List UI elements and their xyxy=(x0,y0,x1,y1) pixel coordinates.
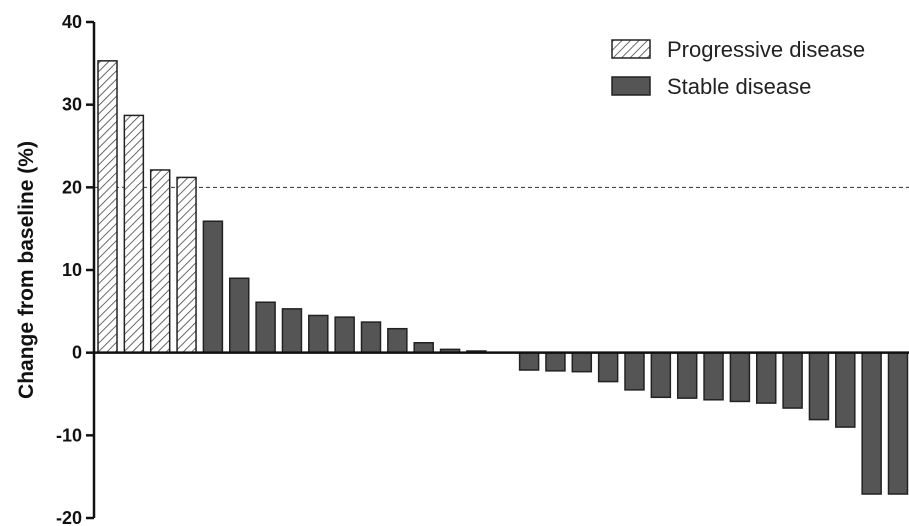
y-tick-label: -20 xyxy=(56,508,82,526)
bar-stable-disease xyxy=(756,351,777,404)
bar-stable-disease xyxy=(281,308,303,354)
bar-stable-disease xyxy=(650,351,672,399)
y-tick-label: 40 xyxy=(62,12,82,32)
bar-progressive-disease xyxy=(97,60,118,354)
bar-stable-disease xyxy=(571,351,593,373)
bar-stable-disease xyxy=(835,351,856,428)
bar-stable-disease xyxy=(703,351,724,401)
bar-stable-disease xyxy=(202,220,224,354)
bar-progressive-disease xyxy=(149,169,171,354)
bar-stable-disease xyxy=(413,341,434,354)
bar-stable-disease xyxy=(545,351,566,372)
bar-stable-disease xyxy=(387,327,408,354)
bar-stable-disease xyxy=(229,277,250,354)
bar-stable-disease xyxy=(887,351,909,495)
y-tick-label: 30 xyxy=(62,95,82,115)
y-tick-label: 20 xyxy=(62,177,82,197)
legend-label-stable: Stable disease xyxy=(667,74,811,99)
y-tick-label: 10 xyxy=(62,260,82,280)
bar-progressive-disease xyxy=(176,176,197,354)
bar-stable-disease xyxy=(624,351,645,391)
y-tick-label: -10 xyxy=(56,425,82,445)
bar-stable-disease xyxy=(308,314,329,354)
legend-label-progressive: Progressive disease xyxy=(667,37,865,62)
y-axis-title: Change from baseline (%) xyxy=(15,141,38,399)
bar-stable-disease xyxy=(808,351,830,421)
axes-layer: -20 -10 0 10 20 30 40 xyxy=(56,12,909,526)
legend-swatch-stable xyxy=(611,76,651,96)
bars-layer xyxy=(97,60,909,495)
bar-stable-disease xyxy=(676,351,698,399)
bar-stable-disease xyxy=(334,316,355,354)
bar-stable-disease xyxy=(360,321,382,354)
bar-progressive-disease xyxy=(123,114,145,354)
bar-stable-disease xyxy=(729,351,751,403)
legend: Progressive disease Stable disease xyxy=(611,37,865,99)
bar-stable-disease xyxy=(255,301,276,354)
bar-stable-disease xyxy=(597,351,619,383)
bar-stable-disease xyxy=(782,351,803,409)
bar-stable-disease xyxy=(861,351,882,495)
legend-swatch-progressive xyxy=(611,39,651,59)
bar-stable-disease xyxy=(518,351,540,371)
y-tick-label: 0 xyxy=(72,343,82,363)
